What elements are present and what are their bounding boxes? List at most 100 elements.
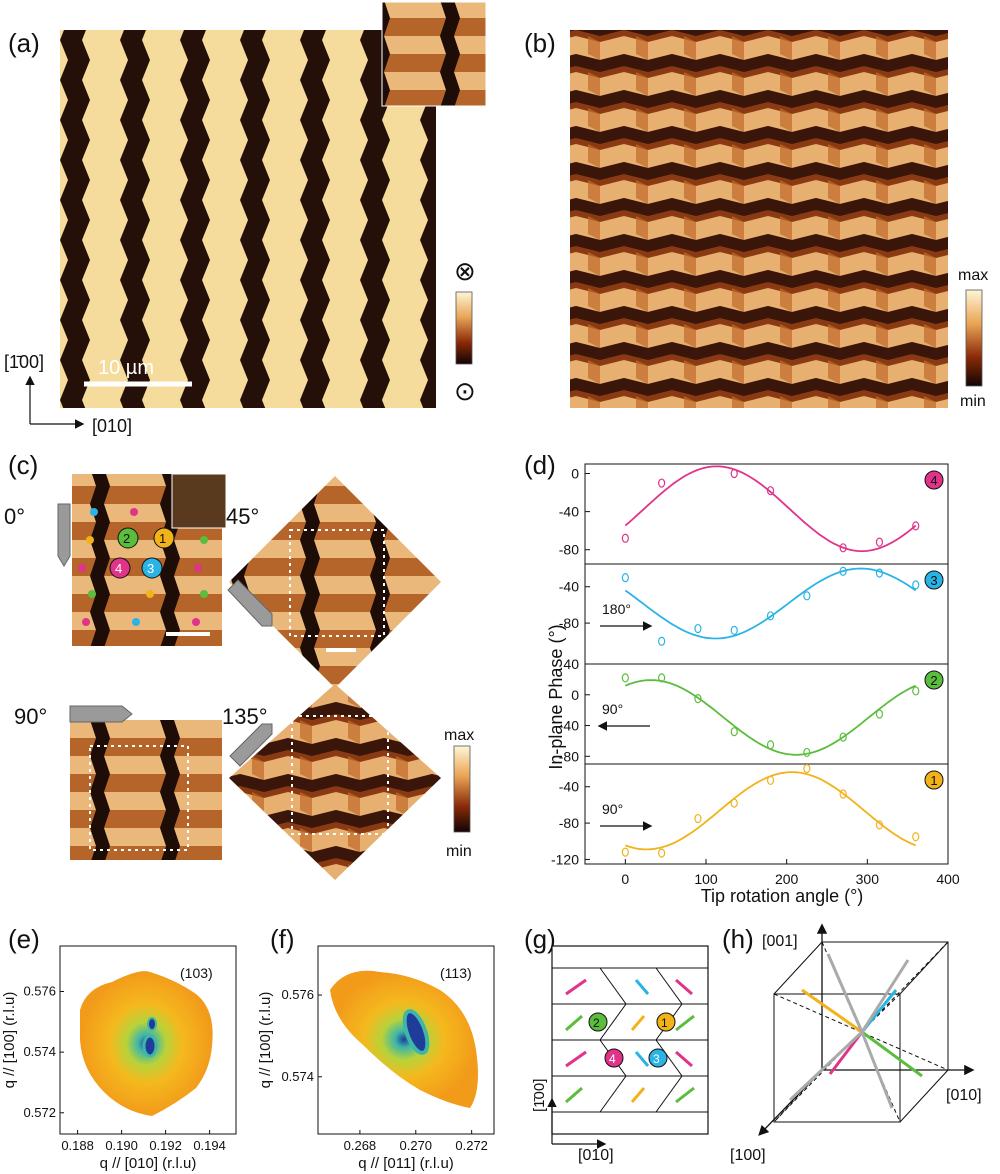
panel-label-b: (b) [524,28,556,58]
rsm-peak-e-2 [147,1017,157,1031]
chart-d-series-name: 3 [930,573,937,588]
chart-d-series-marker [924,470,944,490]
rsm-ytick-label: 0.572 [23,1105,56,1120]
colorbar-c [453,745,471,833]
panel-label-h: (h) [722,924,754,954]
svg-text:4: 4 [609,1052,616,1066]
colorbar-b [965,289,983,387]
roi-box-c-45 [289,529,385,637]
svg-text:2: 2 [123,531,130,546]
chart-d-point [803,747,811,758]
chart-d-xtick-label: 400 [936,871,960,887]
chart-d-annotation: 180° [602,601,631,617]
chart-d-point [658,673,666,683]
rsm-ytick-label: 0.576 [281,987,314,1002]
svg-text:4: 4 [115,561,122,576]
colorbar-top-symbol-a: ⊗ [454,256,476,286]
rsm-map-f [330,970,478,1108]
rsm-xtick-label: 0.190 [105,1138,138,1153]
chart-d-ytick-label: 0 [571,466,579,482]
chart-d-fit-line [624,567,917,640]
rsm-xtick-label: 0.192 [149,1138,182,1153]
chart-d-point [912,580,920,590]
chart-d-point [875,820,884,830]
domain-markers-c: 2 1 4 3 [78,508,208,626]
chart-f-xlabel: q // [011] (r.l.u) [358,1155,454,1172]
chart-d-fit-line [625,771,917,851]
chart-f-ylabel: q // [100] (r.l.u) [257,992,274,1089]
chart-d-ytick-label: 40 [563,656,579,672]
chart-d-ytick-label: -120 [551,851,579,867]
chart-d-point [694,623,702,634]
rsm-title-f: (113) [440,965,472,981]
colorbar-min-b: min [960,393,986,410]
panel-label-e: (e) [8,924,40,954]
axis-label-001: [001] [762,933,798,950]
tip-icon-90 [69,705,133,723]
chart-d-point [803,591,811,601]
chart-d-point [730,798,738,808]
colorbar-bottom-symbol-a: ⊙ [454,376,476,406]
chart-d-ytick-label: -40 [559,579,579,595]
svg-text:2: 2 [593,1016,600,1030]
chart-d-point [621,847,629,857]
roi-box-c-135 [291,715,389,835]
rsm-title-e: (103) [180,965,213,981]
chart-d-ytick-label: 0 [571,687,579,703]
chart-d-point [730,727,738,737]
chart-d-point [766,775,775,785]
axis-label-vertical-a: [1̄00] [4,352,44,372]
chart-d-xtick-label: 0 [621,871,629,887]
tip-icon-135 [229,723,273,767]
chart-d-xlabel: Tip rotation angle (°) [701,886,864,906]
chart-d-point [839,543,847,553]
chart-d-point [766,740,775,750]
rsm-xtick-label: 0.194 [193,1138,226,1153]
rsm-xtick-label: 0.188 [61,1138,94,1153]
chart-d-ytick-label: -80 [559,815,579,831]
chart-d-point [875,709,884,719]
chart-d-series-marker [924,670,944,690]
chart-d-point [839,732,847,742]
roi-box-c-90 [89,745,189,851]
chart-d-subplot-frame [584,763,949,865]
scale-bar-label-a: 10 µm [98,357,154,379]
chart-d-point [875,568,884,578]
chart-d-subplot-frame [584,663,949,765]
rsm-peak-f [402,1009,430,1055]
afm-image-c-45 [229,476,441,688]
afm-image-c-90 [70,720,222,860]
chart-d-ytick-label: -40 [559,718,579,734]
axis-label-100: [100] [730,1147,766,1164]
tip-icon-45 [227,579,273,627]
angle-label-45: 45° [226,504,259,529]
chart-d-point [730,625,738,635]
chart-d-ylabel: In-plane Phase (°) [546,624,566,769]
chart-d-point [766,486,775,496]
axis-label-horizontal-a: [010] [92,416,132,436]
rsm-peak-e [142,1034,158,1058]
chart-d-ytick-label: -40 [559,504,579,520]
rsm-ytick-label: 0.574 [23,1044,56,1059]
angle-label-90: 90° [14,704,47,729]
rsm-xtick-label: 0.268 [344,1138,377,1153]
svg-text:3: 3 [147,561,154,576]
inset-image-a [381,1,487,107]
afm-image-a [60,30,436,408]
angle-label-0: 0° [4,504,25,529]
rsm-ytick-label: 0.576 [23,983,56,998]
domain-schematic-lines-g [552,967,708,1113]
polarization-arrows-h [788,953,923,1109]
chart-d-xtick-label: 200 [775,871,799,887]
chart-d-point [621,673,629,683]
chart-d-point [912,832,920,842]
chart-e-ylabel: q // [100] (r.l.u) [1,992,18,1089]
chart-d-ytick-label: -80 [559,542,579,558]
panel-label-c: (c) [8,450,38,480]
domain-arrows-g [565,978,695,1104]
chart-d-annotation: 90° [602,801,623,817]
afm-image-b [570,30,948,408]
chart-d-point [730,468,738,479]
chart-d-point [912,686,920,696]
